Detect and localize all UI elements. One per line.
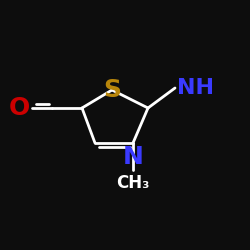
Text: CH₃: CH₃	[116, 174, 150, 192]
Text: NH: NH	[177, 78, 214, 98]
Text: N: N	[122, 145, 144, 169]
Text: S: S	[103, 78, 121, 102]
Text: O: O	[9, 96, 30, 120]
